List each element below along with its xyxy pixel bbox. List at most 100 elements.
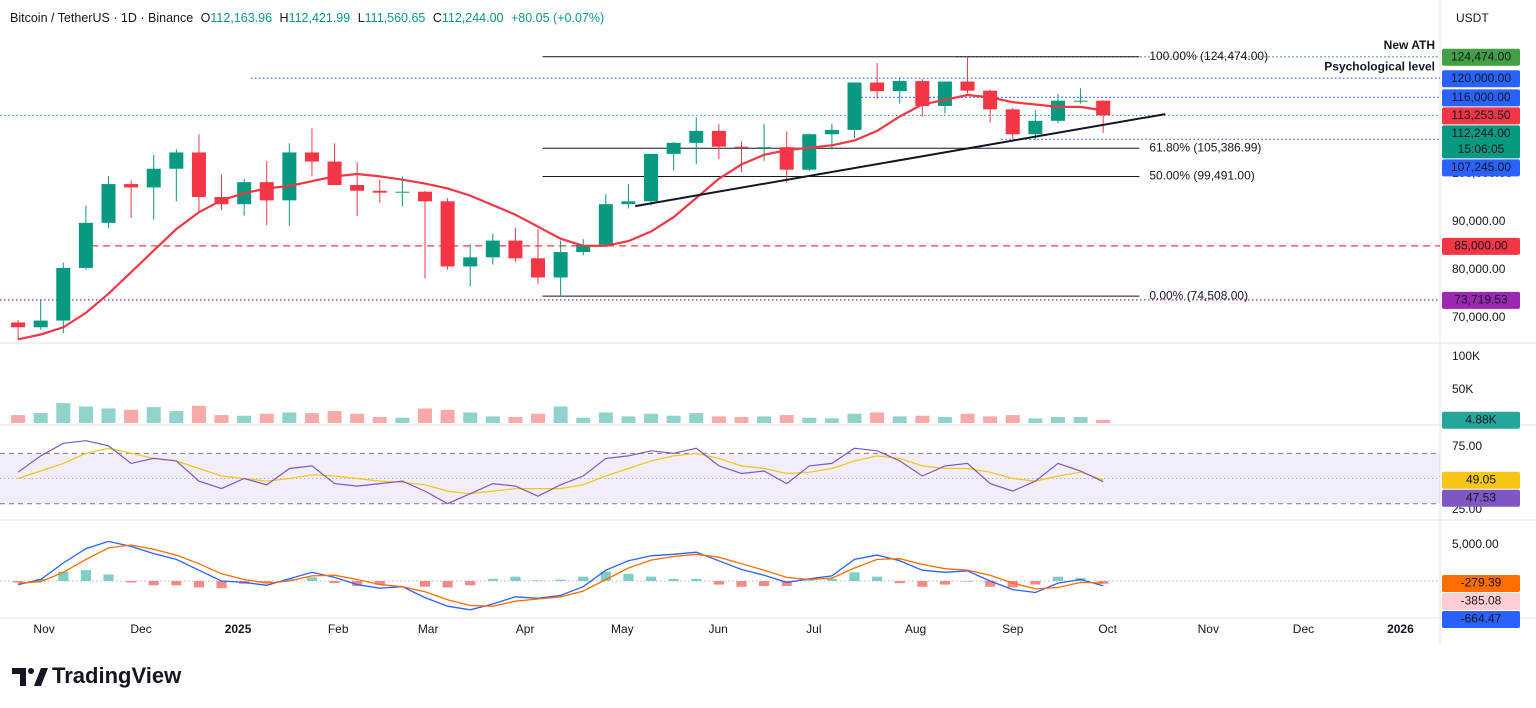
y-tick-label: 70,000.00	[1452, 310, 1506, 324]
candle-body	[983, 90, 998, 110]
logo-mark	[28, 668, 34, 674]
histogram-bar	[1030, 580, 1041, 585]
volume-bar	[101, 408, 116, 423]
axis-badge-label: 116,000.00	[1451, 90, 1510, 104]
histogram-bar	[691, 578, 702, 581]
volume-bar	[78, 406, 93, 423]
header: Bitcoin / TetherUS · 1D · Binance O112,1…	[10, 11, 604, 25]
histogram-bar	[532, 580, 544, 581]
candle-body	[463, 257, 478, 267]
axis-badge-label: 47.53	[1466, 490, 1496, 504]
x-tick-label: Apr	[516, 622, 535, 636]
volume-bar	[621, 416, 636, 423]
candle-body	[1028, 120, 1043, 135]
volume-bar	[395, 417, 410, 423]
fib-label: 100.00% (124,474.00)	[1149, 49, 1268, 63]
histogram-bar	[1007, 580, 1018, 588]
volume-bar	[463, 412, 478, 423]
histogram-bar	[329, 580, 340, 584]
histogram-bar	[849, 572, 860, 581]
candle-body	[78, 222, 93, 268]
axis-badge	[1442, 411, 1520, 429]
histogram-bar	[645, 576, 657, 581]
candle-body	[915, 81, 930, 106]
y-tick-label: 5,000.00	[1452, 537, 1499, 551]
histogram-bar	[126, 580, 137, 583]
histogram-bar	[600, 571, 611, 581]
volume-bar	[892, 416, 907, 423]
x-tick-label: Dec	[1293, 622, 1314, 636]
histogram-bar	[352, 580, 363, 587]
volume-bar	[237, 415, 252, 423]
x-tick-label: 2026	[1387, 622, 1414, 636]
candle-body	[11, 322, 26, 328]
ohlc-key: L	[358, 11, 365, 25]
fib-label: 0.00% (74,508.00)	[1149, 288, 1248, 302]
histogram-bar	[804, 580, 815, 581]
volume-bar	[191, 405, 206, 423]
candle-body	[282, 152, 297, 201]
candle-body	[711, 130, 726, 147]
histogram-bar	[872, 576, 883, 581]
axis-badge	[1442, 48, 1520, 66]
histogram-bar	[713, 580, 724, 585]
candle-body	[598, 204, 613, 245]
candle-body	[33, 320, 48, 328]
histogram-bar	[939, 580, 951, 585]
histogram-bar	[555, 579, 566, 581]
histogram-bar	[374, 580, 385, 585]
candle-body	[757, 147, 772, 149]
axis-badge	[1442, 237, 1520, 255]
ohlc-value: 112,163.96	[210, 11, 272, 25]
volume-bar	[1073, 417, 1088, 423]
axis-badge-label: 112,244.00	[1451, 126, 1510, 140]
candle-body	[1096, 100, 1111, 116]
volume-bar	[124, 409, 139, 423]
candle-body	[124, 184, 139, 188]
axis-badge	[1442, 489, 1520, 507]
axis-layer: 100,000.0090,000.0080,000.0070,000.00Nov…	[33, 48, 1520, 636]
candle-body	[779, 147, 794, 170]
histogram-bar	[623, 573, 634, 581]
line	[17, 93, 1104, 341]
ohlc-value: 111,560.65	[365, 11, 426, 25]
candle-body	[847, 82, 862, 130]
volume-bar	[960, 413, 975, 423]
volume-bar	[11, 415, 26, 423]
ohlc-value: 112,421.99	[289, 11, 351, 25]
histogram-bar	[962, 580, 973, 582]
volume-bar	[1028, 418, 1043, 423]
candle-body	[395, 191, 410, 193]
histogram-bar	[58, 571, 69, 581]
ohlc-key: H	[280, 11, 289, 25]
axis-badge-label: 124,474.00	[1451, 49, 1511, 63]
y-tick-label: 90,000.00	[1452, 214, 1506, 228]
fib-label: 61.80% (105,386.99)	[1149, 140, 1261, 154]
y-tick-label: 75.00	[1452, 439, 1482, 453]
candle-body	[621, 201, 636, 205]
volume-bar	[779, 415, 794, 423]
axis-badge-label: 107,245.00	[1451, 160, 1511, 174]
histogram-bar	[758, 580, 770, 587]
volume-bar	[146, 407, 161, 423]
candle-body	[485, 240, 500, 258]
volume-bar	[802, 417, 817, 423]
plot-layer: New ATH Psychological level 100.00% (124,4…	[0, 0, 1536, 643]
candle-body	[892, 81, 907, 92]
histogram-bar	[894, 580, 905, 584]
histogram-bar	[487, 578, 498, 581]
volume-bar	[553, 406, 568, 423]
axis-badge-label: 4.88K	[1465, 412, 1496, 426]
axis-badge	[1442, 107, 1520, 125]
histogram-bar	[442, 580, 453, 588]
axis-badge	[1442, 593, 1520, 611]
volume-bar	[350, 413, 365, 423]
volume-bar	[169, 411, 184, 423]
x-tick-label: Aug	[905, 622, 926, 636]
volume-bar	[711, 416, 726, 423]
candle-body	[960, 81, 975, 91]
axis-badge	[1442, 291, 1520, 309]
x-tick-label: 2025	[225, 622, 252, 636]
y-tick-label: 50K	[1452, 382, 1473, 396]
